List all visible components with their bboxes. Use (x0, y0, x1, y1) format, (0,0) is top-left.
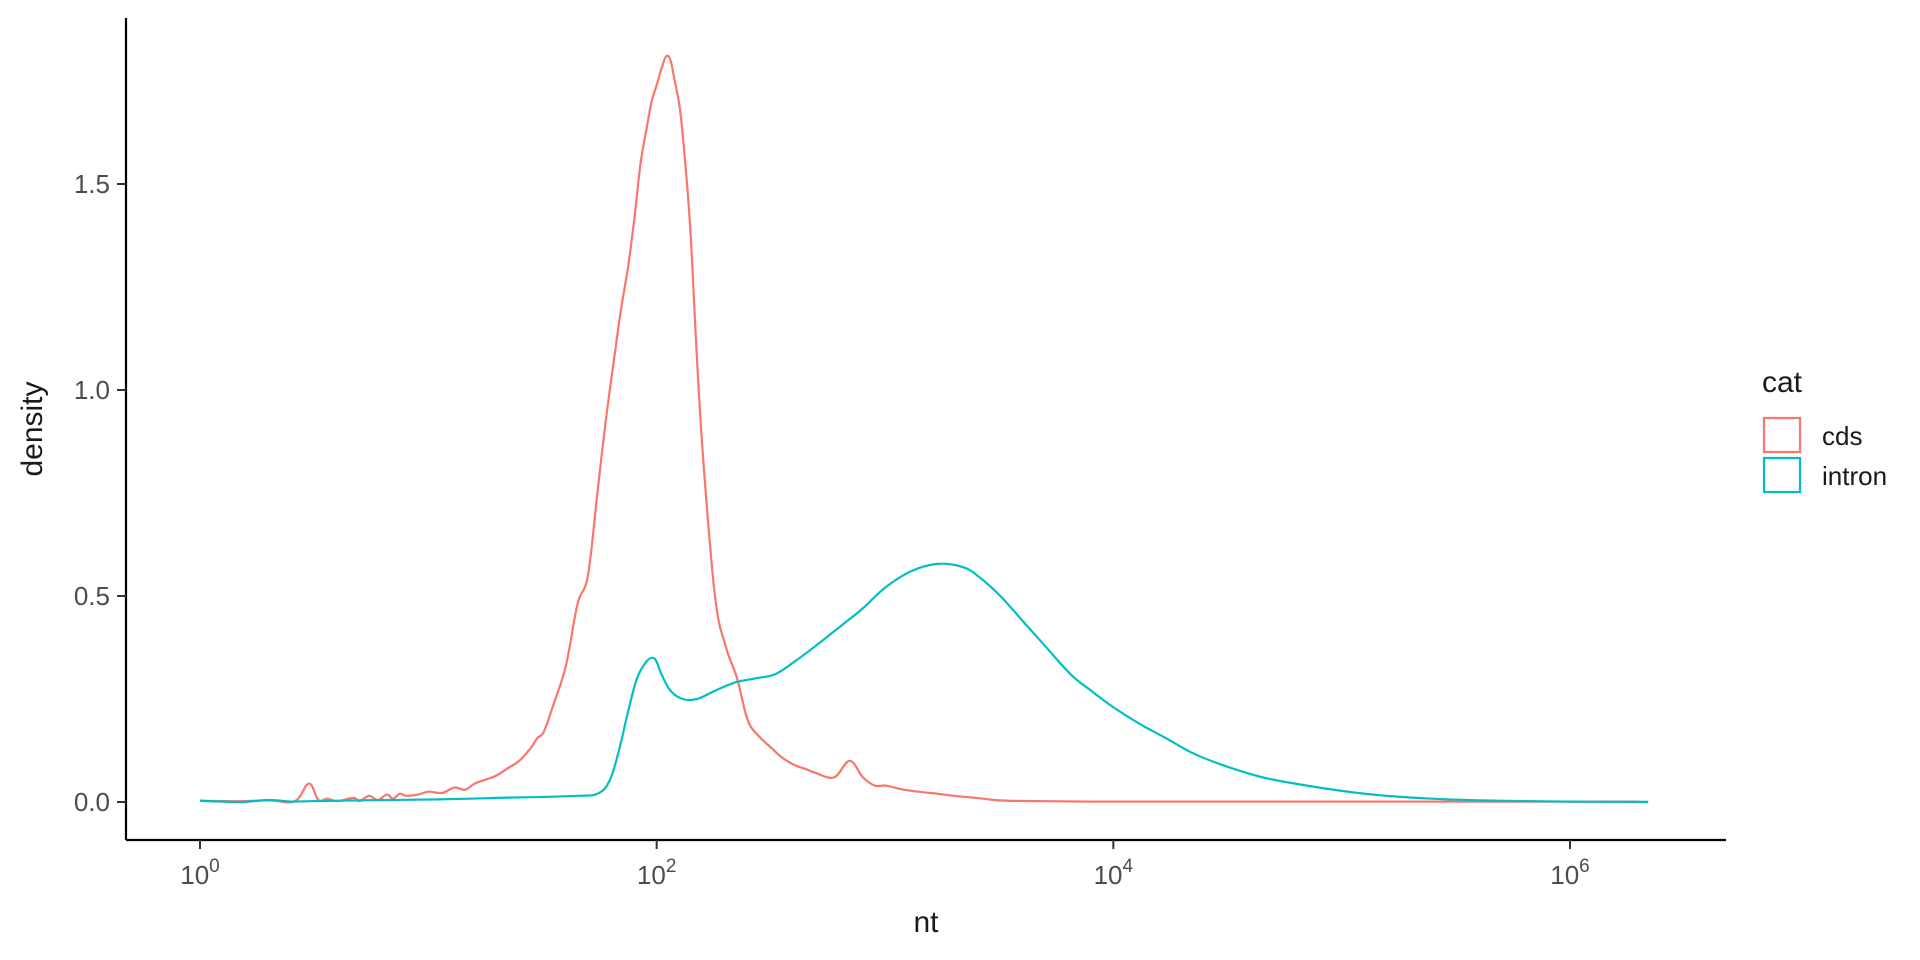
x-axis-title: nt (913, 906, 939, 939)
legend-key-cds (1762, 416, 1802, 454)
y-tick-label: 1.5 (74, 169, 110, 199)
series-line-cds (199, 54, 1639, 804)
legend-key-intron (1762, 456, 1802, 494)
legend-title: cat (1762, 366, 1803, 399)
y-tick-label: 0.0 (74, 787, 110, 817)
x-tick-label: 102 (637, 856, 677, 890)
y-tick-label: 0.5 (74, 581, 110, 611)
y-tick-label: 1.0 (74, 375, 110, 405)
series-line-intron (199, 562, 1649, 804)
x-tick-label: 104 (1094, 856, 1134, 890)
legend-label-intron: intron (1822, 461, 1887, 491)
x-tick-label: 106 (1550, 856, 1590, 890)
axes-layer: 0.0 0.5 1.0 1.5 100 102 104 106 nt density (16, 18, 1726, 939)
legend-label-cds: cds (1822, 421, 1862, 451)
y-axis-title: density (16, 381, 49, 476)
series-layer (199, 54, 1649, 804)
x-tick-label: 100 (180, 856, 220, 890)
